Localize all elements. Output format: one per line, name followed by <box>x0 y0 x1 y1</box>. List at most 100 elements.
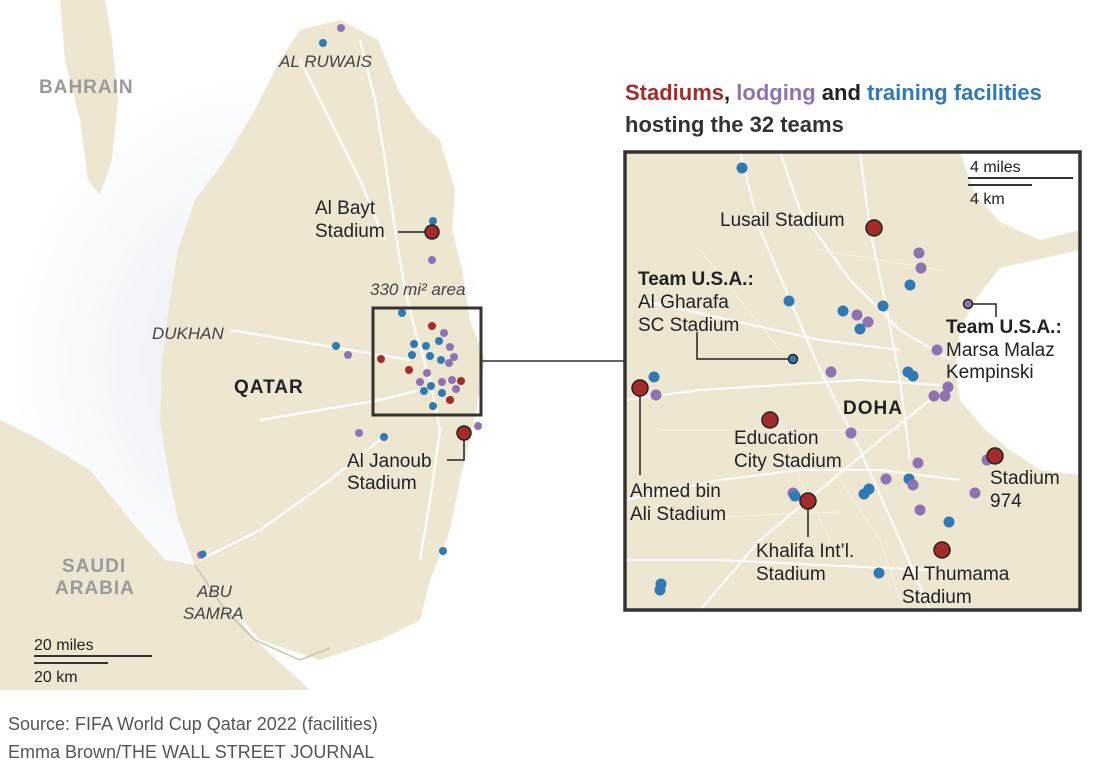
usa-lodging-marker <box>962 298 974 310</box>
lusail-stadium-marker <box>865 219 883 237</box>
stadium-marker <box>457 377 465 385</box>
lodging-marker <box>448 376 456 384</box>
training-marker <box>873 567 885 579</box>
education-city-stadium-marker <box>761 411 779 429</box>
al-janoub-label-line2: Stadium <box>347 473 417 494</box>
training-marker <box>877 300 889 312</box>
ahmed-bin-ali-line2: Ali Stadium <box>630 504 726 525</box>
lodging-marker <box>912 457 924 469</box>
training-marker <box>858 488 870 500</box>
lodging-marker <box>825 366 837 378</box>
al-ruwais-label: AL RUWAIS <box>278 52 373 71</box>
lodging-marker <box>650 389 662 401</box>
lodging-marker <box>355 429 363 437</box>
usa-lodging-line2: Kempinski <box>946 362 1034 383</box>
al-bayt-stadium-marker <box>424 224 440 240</box>
al-janoub-stadium-marker <box>456 425 472 441</box>
al-bayt-label-line1: Al Bayt <box>315 198 376 219</box>
lodging-marker <box>915 262 927 274</box>
training-marker <box>435 337 443 345</box>
main-scale-km: 20 km <box>34 669 78 686</box>
training-marker <box>398 309 406 317</box>
training-marker <box>429 217 437 225</box>
stadium-marker <box>446 396 454 404</box>
training-marker <box>789 490 801 502</box>
lodging-marker <box>423 369 431 377</box>
dukhan-label: DUKHAN <box>152 324 225 343</box>
lodging-marker <box>446 343 454 351</box>
training-marker <box>429 402 437 410</box>
training-marker <box>426 352 434 360</box>
legend-and: and <box>816 80 867 105</box>
lodging-marker <box>880 473 892 485</box>
stadium-marker <box>405 366 413 374</box>
main-map-markers <box>197 24 482 559</box>
lodging-marker <box>913 247 925 259</box>
legend-stadiums: Stadiums <box>625 80 724 105</box>
lodging-marker <box>862 316 874 328</box>
inset-frame <box>623 150 1082 612</box>
training-marker <box>837 305 849 317</box>
training-marker <box>332 342 340 350</box>
lodging-marker <box>851 309 863 321</box>
lodging-marker <box>942 381 954 393</box>
al-thumama-stadium-marker <box>933 541 951 559</box>
usa-training-title: Team U.S.A.: <box>638 269 754 290</box>
training-marker <box>907 370 919 382</box>
al-thumama-line1: Al Thumama <box>902 564 1010 585</box>
source-note: Source: FIFA World Cup Qatar 2022 (facil… <box>8 714 378 734</box>
training-marker <box>319 39 327 47</box>
saudi-label-line2: ARABIA <box>55 578 135 599</box>
training-marker <box>648 371 660 383</box>
training-marker <box>410 340 418 348</box>
usa-lodging-title: Team U.S.A.: <box>946 317 1062 338</box>
education-city-line1: Education <box>734 428 819 449</box>
al-janoub-leader <box>447 433 465 461</box>
stadium-974-line2: 974 <box>990 491 1022 512</box>
lodging-marker <box>337 24 345 32</box>
usa-training-leader <box>696 332 793 360</box>
training-marker <box>904 279 916 291</box>
training-marker <box>437 356 445 364</box>
inset-markers <box>648 162 993 596</box>
lodging-marker <box>969 487 981 499</box>
stadium-974-line1: Stadium <box>990 468 1060 489</box>
lodging-marker <box>450 353 458 361</box>
training-marker <box>199 550 207 558</box>
lusail-water <box>960 152 1080 240</box>
stadium-marker <box>428 322 436 330</box>
main-roads <box>199 39 442 561</box>
ahmed-bin-ali-stadium-marker <box>631 379 649 397</box>
lodging-marker <box>939 390 951 402</box>
ahmed-bin-ali-line1: Ahmed bin <box>630 481 721 502</box>
legend-title-line2: hosting the 32 teams <box>625 112 844 137</box>
legend-lodging: lodging <box>736 80 815 105</box>
abu-samra-label-line2: SAMRA <box>183 604 243 623</box>
lodging-marker <box>845 427 857 439</box>
legend-title-line1: Stadiums, lodging and training facilitie… <box>625 80 1042 105</box>
area-label: 330 mi² area <box>370 280 465 299</box>
stadium-974-marker <box>986 447 1004 465</box>
khalifa-line2: Stadium <box>756 564 826 585</box>
doha-bay <box>955 250 1080 475</box>
inset-roads <box>625 152 961 610</box>
lodging-marker <box>907 479 919 491</box>
lodging-marker <box>931 344 943 356</box>
lodging-marker <box>914 504 926 516</box>
al-janoub-label-line1: Al Janoub <box>347 451 432 472</box>
doha-label: DOHA <box>843 398 903 419</box>
lodging-marker <box>452 385 460 393</box>
usa-training-line1: Al Gharafa <box>638 292 729 313</box>
training-marker <box>943 516 955 528</box>
training-marker <box>439 547 447 555</box>
training-marker <box>408 351 416 359</box>
border-line <box>194 564 331 661</box>
lodging-marker <box>416 378 424 386</box>
khalifa-line1: Khalifa Int’l. <box>756 541 854 562</box>
lodging-marker <box>344 351 352 359</box>
inset-scale-miles: 4 miles <box>970 159 1021 176</box>
training-marker <box>380 433 388 441</box>
training-marker <box>427 382 435 390</box>
lusail-label: Lusail Stadium <box>720 210 845 231</box>
usa-lodging-leader <box>968 303 997 317</box>
